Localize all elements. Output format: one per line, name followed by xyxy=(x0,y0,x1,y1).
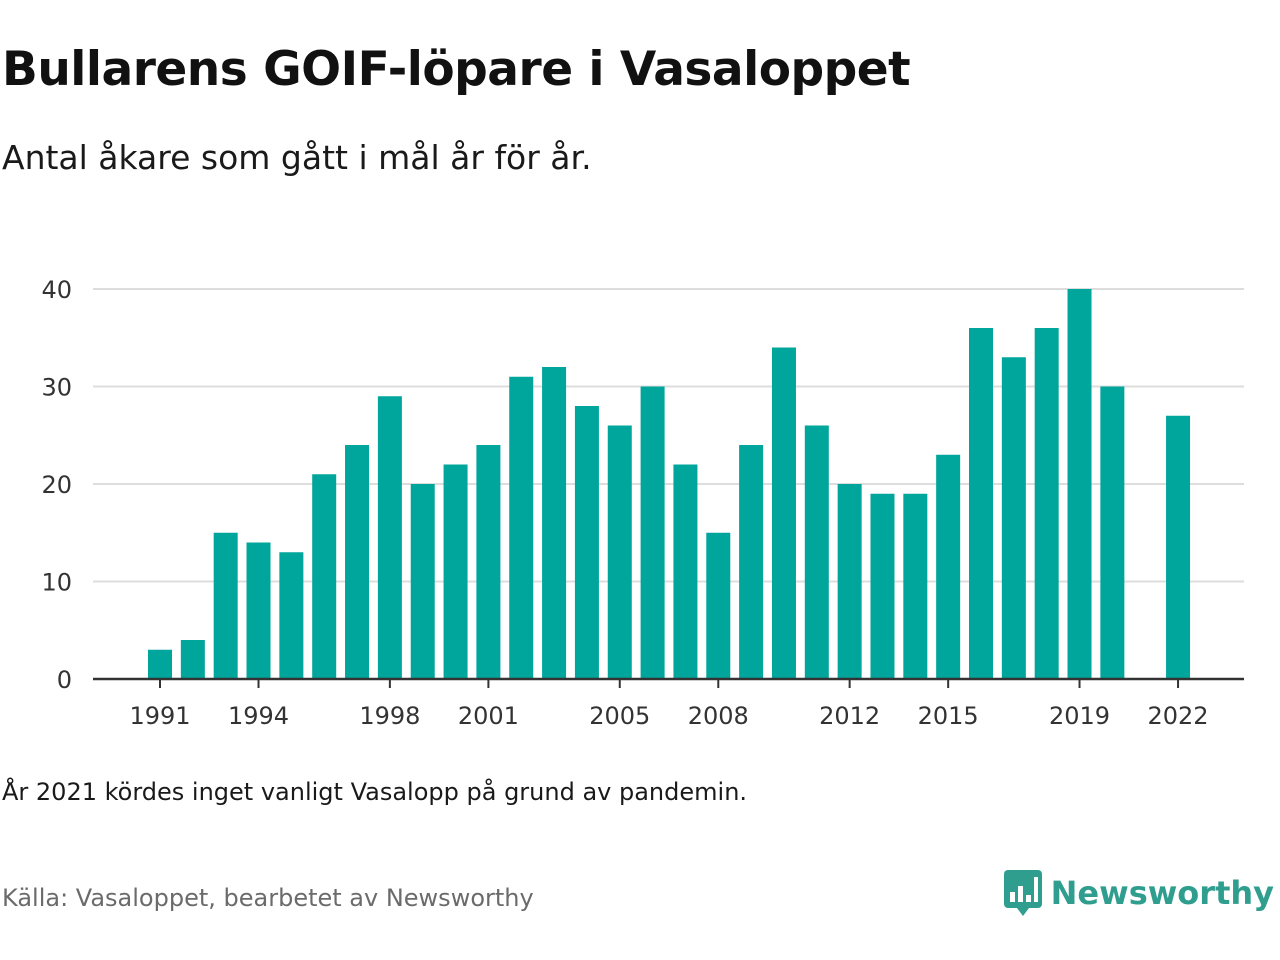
bar-chart: 0 10 20 30 40 1991 1994 1998 2001 2005 2008 2012 201… xyxy=(41,276,1244,730)
bar-2007 xyxy=(673,464,698,679)
bar-2017 xyxy=(1001,357,1026,679)
bar-1993 xyxy=(213,532,238,679)
bar-1999 xyxy=(410,484,435,679)
brand-logo: Newsworthy xyxy=(1003,868,1274,918)
bar-2014 xyxy=(903,493,928,679)
y-tick-label: 0 xyxy=(57,666,72,694)
x-tick-label: 2005 xyxy=(589,702,650,730)
bar-2018 xyxy=(1034,328,1059,679)
bar-1998 xyxy=(377,396,402,679)
bar-1995 xyxy=(279,552,304,679)
y-tick-label: 30 xyxy=(41,374,72,402)
chart-title: Bullarens GOIF-löpare i Vasaloppet xyxy=(2,42,911,97)
bar-2016 xyxy=(969,328,993,679)
newsworthy-logo-icon xyxy=(1003,870,1042,916)
y-tick-label: 10 xyxy=(41,569,72,597)
x-tick-label: 2008 xyxy=(688,702,749,730)
bar-2008 xyxy=(706,532,731,679)
bar-2022 xyxy=(1166,415,1191,679)
bar-2013 xyxy=(870,493,895,679)
bar-1996 xyxy=(312,474,337,679)
x-tick-label: 2015 xyxy=(918,702,979,730)
x-tick-label: 2022 xyxy=(1148,702,1209,730)
bar-2020 xyxy=(1100,386,1125,679)
bar-2009 xyxy=(739,445,764,679)
x-tick-label: 2001 xyxy=(458,702,519,730)
bars xyxy=(148,289,1191,679)
bar-1994 xyxy=(246,542,271,679)
bar-2019 xyxy=(1067,289,1092,679)
bar-2015 xyxy=(936,454,961,679)
bar-2004 xyxy=(574,406,599,679)
bar-2000 xyxy=(443,464,468,679)
bar-1991 xyxy=(148,649,172,679)
x-tick-label: 2019 xyxy=(1049,702,1110,730)
bar-1992 xyxy=(180,640,205,679)
x-tick-label: 1994 xyxy=(228,702,289,730)
x-tick-label: 1991 xyxy=(129,702,190,730)
chart-source: Källa: Vasaloppet, bearbetet av Newswort… xyxy=(2,884,534,912)
bar-2005 xyxy=(607,425,632,679)
brand-name: Newsworthy xyxy=(1050,874,1274,912)
bar-2001 xyxy=(476,445,501,679)
bar-2002 xyxy=(509,376,534,679)
y-tick-label: 20 xyxy=(41,471,72,499)
bar-2012 xyxy=(837,484,862,679)
bar-2011 xyxy=(804,425,829,679)
axes: 0 10 20 30 40 1991 1994 1998 2001 2005 2008 2012 201… xyxy=(41,276,1244,730)
chart-note: År 2021 kördes inget vanligt Vasalopp på… xyxy=(2,778,748,806)
x-tick-label: 1998 xyxy=(359,702,420,730)
bar-2010 xyxy=(771,347,796,679)
x-tick-label: 2012 xyxy=(819,702,880,730)
y-tick-label: 40 xyxy=(41,276,72,304)
chart-subtitle: Antal åkare som gått i mål år för år. xyxy=(2,138,592,177)
bar-1997 xyxy=(345,445,370,679)
bar-2003 xyxy=(542,367,567,679)
bar-2006 xyxy=(640,386,665,679)
